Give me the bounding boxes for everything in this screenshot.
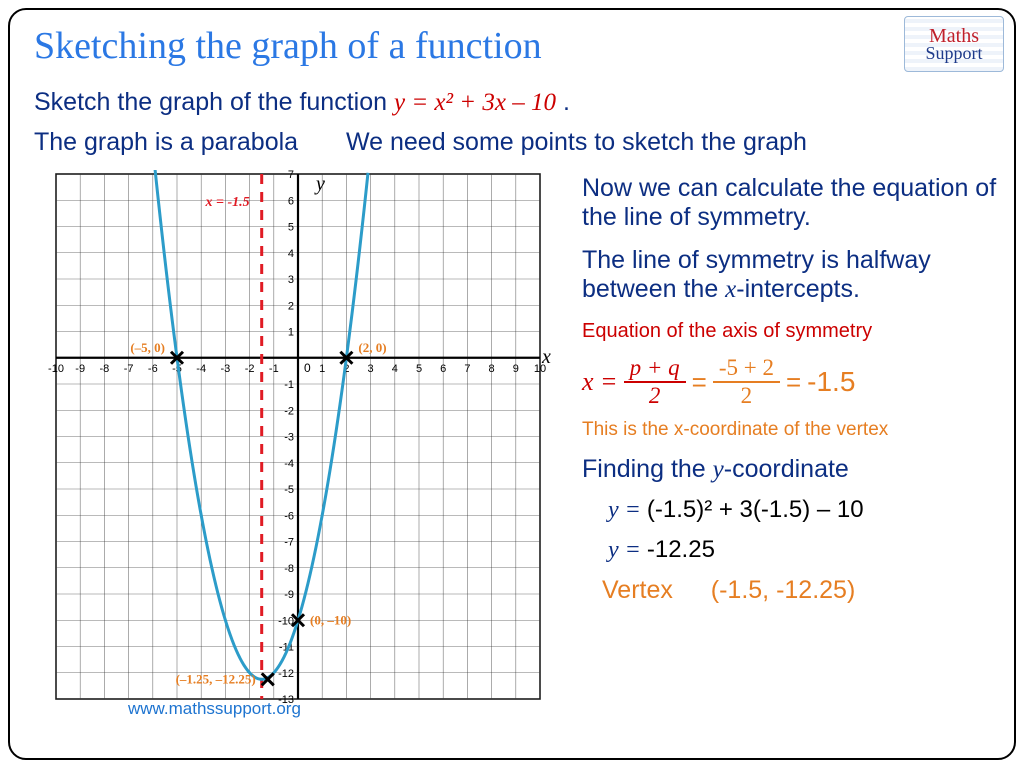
eq-lhs: x = [582, 367, 618, 397]
svg-text:-2: -2 [245, 363, 255, 375]
graph-svg: -10-9-8-7-6-5-4-3-2-1012345678910-13-12-… [28, 170, 558, 725]
svg-text:-8: -8 [284, 563, 294, 575]
svg-text:x = -1.5: x = -1.5 [205, 195, 250, 210]
svg-text:-1: -1 [284, 379, 294, 391]
subnote: This is the x-coordinate of the vertex [582, 419, 1012, 441]
footer-url: www.mathssupport.org [128, 699, 301, 719]
slide-title: Sketching the graph of a function [34, 24, 542, 68]
graph-panel: -10-9-8-7-6-5-4-3-2-1012345678910-13-12-… [28, 170, 558, 725]
svg-text:-4: -4 [284, 458, 294, 470]
svg-text:x: x [541, 346, 551, 368]
prompt-tail: . [563, 88, 570, 116]
prompt-line: Sketch the graph of the function y = x² … [34, 88, 570, 117]
prompt-equation: y = x² + 3x – 10 [394, 89, 556, 116]
svg-text:-3: -3 [221, 363, 231, 375]
svg-text:-8: -8 [100, 363, 110, 375]
svg-text:5: 5 [288, 222, 294, 234]
eq-frac2: -5 + 2 2 [713, 355, 780, 409]
eq-frac1: p + q 2 [624, 355, 686, 409]
svg-text:7: 7 [464, 363, 470, 375]
svg-text:1: 1 [288, 327, 294, 339]
svg-text:-3: -3 [284, 432, 294, 444]
right-p1: Now we can calculate the equation of the… [582, 174, 1012, 232]
eq-title: Equation of the axis of symmetry [582, 320, 1012, 343]
svg-text:7: 7 [288, 170, 294, 181]
svg-text:8: 8 [489, 363, 495, 375]
svg-text:5: 5 [416, 363, 422, 375]
svg-text:3: 3 [368, 363, 374, 375]
svg-text:(–1.25, –12.25): (–1.25, –12.25) [176, 671, 256, 686]
symmetry-equation: x = p + q 2 = -5 + 2 2 = -1.5 [582, 355, 1012, 409]
logo: Maths Support [904, 16, 1004, 72]
vertex-line: Vertex (-1.5, -12.25) [602, 576, 1012, 605]
svg-text:-7: -7 [124, 363, 134, 375]
svg-text:-5: -5 [284, 484, 294, 496]
svg-text:-6: -6 [284, 510, 294, 522]
slide-frame: Sketching the graph of a function Maths … [8, 8, 1016, 760]
y-calc-1: y = (-1.5)² + 3(-1.5) – 10 [608, 496, 1012, 524]
svg-text:-1: -1 [269, 363, 279, 375]
svg-text:-4: -4 [196, 363, 206, 375]
right-p2: The line of symmetry is halfway between … [582, 246, 1012, 304]
svg-text:(–5, 0): (–5, 0) [130, 340, 165, 355]
svg-text:-6: -6 [148, 363, 158, 375]
svg-text:6: 6 [288, 195, 294, 207]
svg-text:4: 4 [288, 248, 294, 260]
svg-text:6: 6 [440, 363, 446, 375]
svg-text:0: 0 [304, 361, 311, 375]
svg-text:4: 4 [392, 363, 398, 375]
find-y-heading: Finding the y-coordinate [582, 455, 1012, 484]
svg-text:2: 2 [288, 300, 294, 312]
y-calc-2: y = -12.25 [608, 536, 1012, 564]
svg-text:-10: -10 [48, 363, 64, 375]
eq-result: -1.5 [807, 366, 855, 398]
svg-text:-7: -7 [284, 537, 294, 549]
subline-1: The graph is a parabola [34, 128, 298, 157]
svg-text:(0, –10): (0, –10) [310, 612, 351, 627]
prompt-lead: Sketch the graph of the function [34, 88, 394, 116]
svg-text:9: 9 [513, 363, 519, 375]
svg-text:-9: -9 [284, 589, 294, 601]
svg-text:-12: -12 [278, 668, 294, 680]
logo-line-2: Support [925, 44, 982, 62]
svg-text:1: 1 [319, 363, 325, 375]
svg-text:y: y [314, 173, 325, 195]
svg-text:-9: -9 [75, 363, 85, 375]
explanation-panel: Now we can calculate the equation of the… [582, 174, 1012, 617]
svg-text:3: 3 [288, 274, 294, 286]
svg-text:(2, 0): (2, 0) [358, 340, 386, 355]
subline-2: We need some points to sketch the graph [346, 128, 807, 157]
svg-text:-2: -2 [284, 405, 294, 417]
